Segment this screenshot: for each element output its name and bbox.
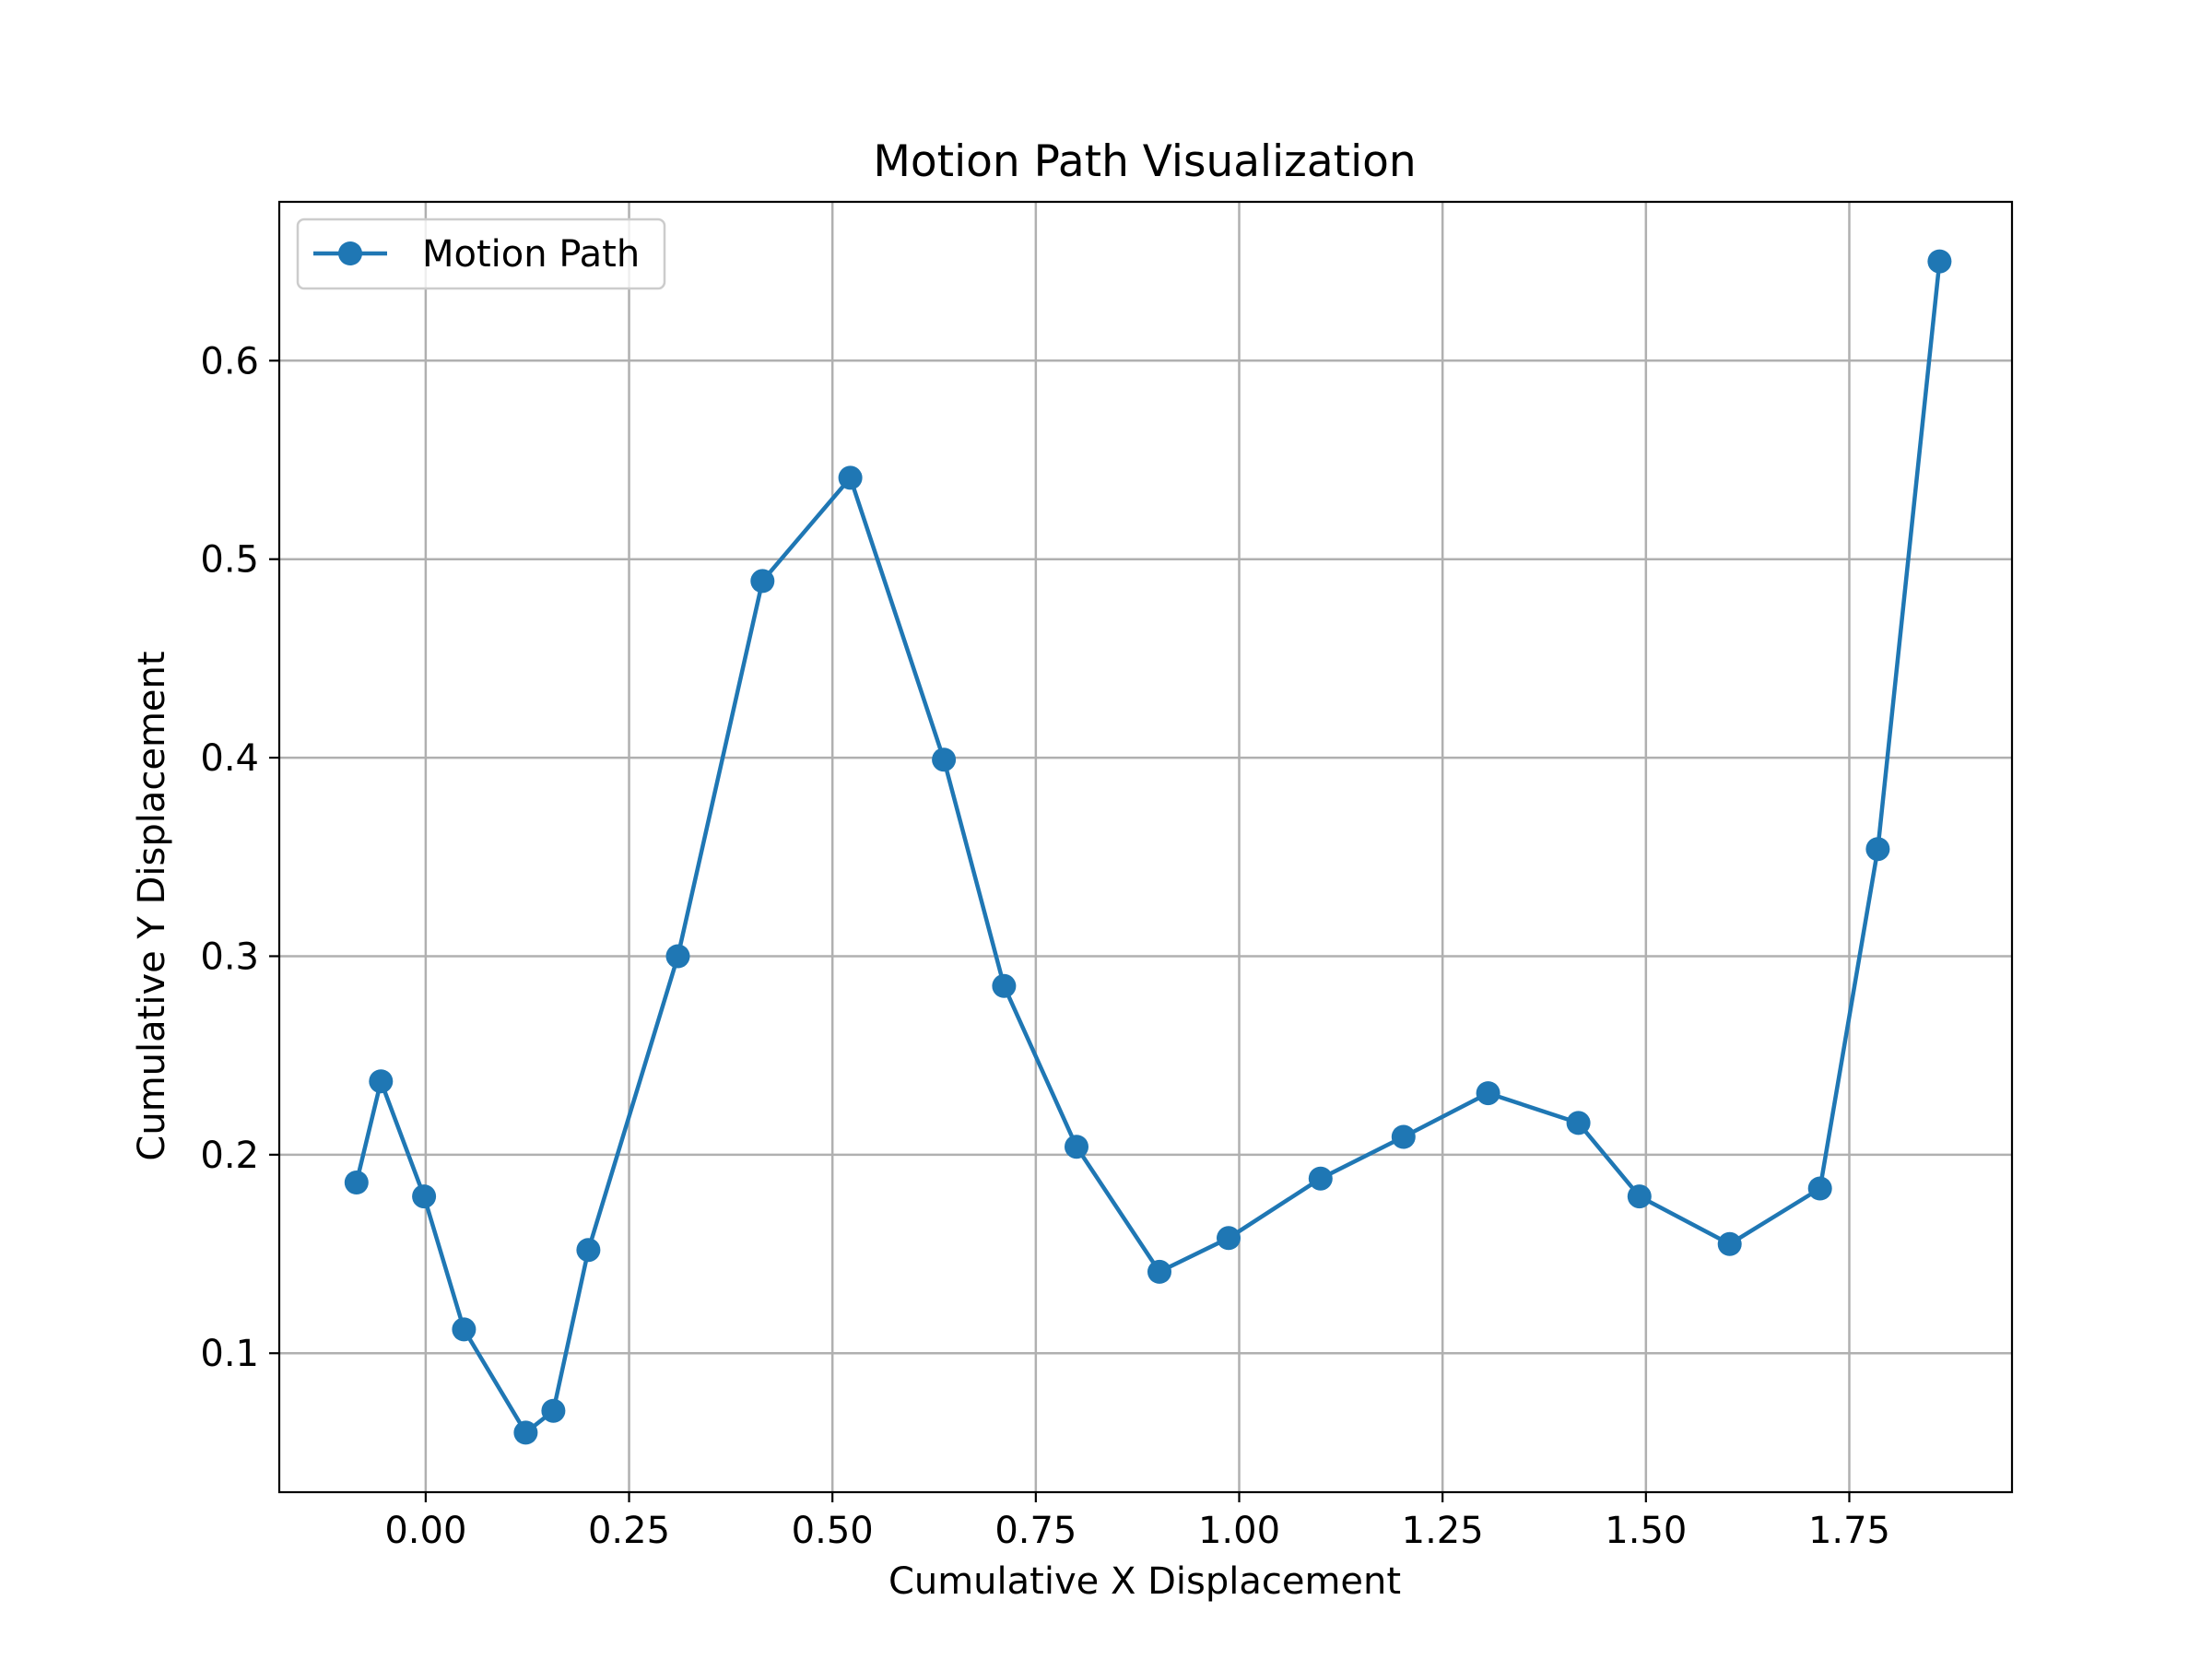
grid <box>279 202 2012 1492</box>
data-point <box>1308 1166 1333 1191</box>
data-point <box>1065 1135 1088 1159</box>
y-tick-label: 0.3 <box>200 935 259 978</box>
legend-label: Motion Path <box>422 233 640 276</box>
x-tick-label: 1.50 <box>1605 1510 1687 1552</box>
data-point <box>1927 249 1952 274</box>
y-tick-label: 0.6 <box>200 340 259 382</box>
x-axis-label: Cumulative X Displacement <box>888 1560 1401 1603</box>
legend: Motion Path <box>296 218 666 290</box>
data-point <box>344 1171 369 1194</box>
legend-marker-sample <box>338 241 362 265</box>
data-point <box>1476 1081 1500 1106</box>
data-point <box>1807 1176 1832 1201</box>
data-point <box>412 1184 437 1209</box>
data-point <box>838 465 863 490</box>
y-axis-label: Cumulative Y Displacement <box>131 651 173 1160</box>
x-tick-label: 0.50 <box>792 1510 874 1552</box>
data-point <box>1566 1111 1591 1135</box>
data-point <box>1627 1184 1652 1209</box>
data-point <box>576 1238 601 1263</box>
y-tick-label: 0.5 <box>200 539 259 582</box>
data-point <box>665 944 690 969</box>
plot-frame <box>277 200 2014 1494</box>
y-tick-label: 0.2 <box>200 1135 259 1177</box>
chart-title: Motion Path Visualization <box>873 136 1416 187</box>
data-point <box>1217 1226 1241 1251</box>
y-tick-label: 0.4 <box>200 737 259 780</box>
series-line <box>354 259 1942 1435</box>
data-point <box>1717 1231 1742 1256</box>
legend-box <box>296 218 666 290</box>
data-point <box>932 747 957 772</box>
data-point <box>452 1317 477 1342</box>
axis-ticks: 0.00 0.25 0.50 0.75 1.00 1.25 1.50 1.75 0.1 0.2 0.… <box>200 340 1890 1552</box>
y-tick-label: 0.1 <box>200 1333 259 1375</box>
x-tick-label: 0.00 <box>384 1510 466 1552</box>
x-tick-label: 1.00 <box>1198 1510 1280 1552</box>
data-point <box>513 1420 538 1445</box>
data-point <box>750 569 775 594</box>
x-tick-label: 0.25 <box>588 1510 670 1552</box>
data-point <box>1147 1259 1171 1284</box>
data-point <box>369 1069 394 1094</box>
data-point <box>1865 837 1890 862</box>
data-point <box>992 973 1017 998</box>
x-tick-label: 0.75 <box>994 1510 1077 1552</box>
data-point <box>541 1398 566 1423</box>
x-tick-label: 1.25 <box>1402 1510 1484 1552</box>
data-point <box>1391 1124 1416 1149</box>
x-tick-label: 1.75 <box>1808 1510 1890 1552</box>
series-layer <box>344 249 1952 1445</box>
